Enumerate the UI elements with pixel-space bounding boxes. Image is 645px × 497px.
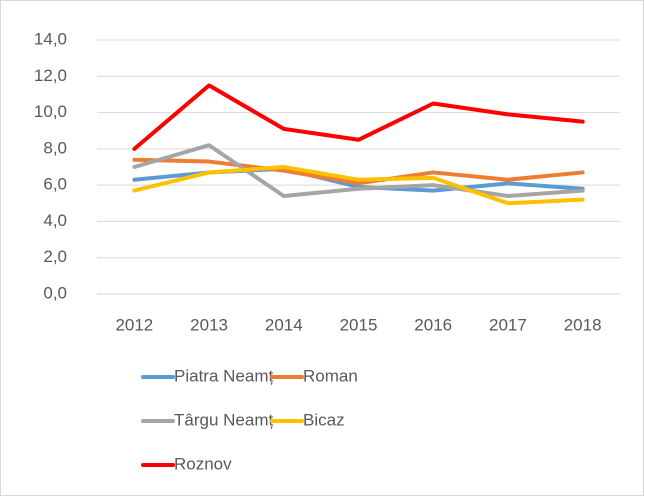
y-tick-label: 4,0 bbox=[43, 211, 67, 230]
series-line bbox=[132, 143, 585, 199]
y-tick-label: 6,0 bbox=[43, 175, 67, 194]
y-tick-label: 14,0 bbox=[34, 29, 67, 48]
x-tick-label: 2013 bbox=[190, 315, 228, 334]
y-tick-label: 0,0 bbox=[43, 283, 67, 302]
x-tick-label: 2018 bbox=[564, 315, 602, 334]
y-tick-label: 12,0 bbox=[34, 66, 67, 85]
legend-label: Bicaz bbox=[303, 410, 345, 429]
x-tick-label: 2016 bbox=[414, 315, 452, 334]
legend-label: Roznov bbox=[174, 454, 232, 473]
y-tick-label: 8,0 bbox=[43, 138, 67, 157]
y-tick-label: 2,0 bbox=[43, 247, 67, 266]
series-line bbox=[132, 165, 585, 206]
legend-label: Târgu Neamț bbox=[174, 410, 273, 429]
y-tick-label: 10,0 bbox=[34, 102, 67, 121]
legend-label: Roman bbox=[303, 366, 358, 385]
x-tick-label: 2015 bbox=[340, 315, 378, 334]
series-line bbox=[132, 157, 585, 186]
legend-label: Piatra Neamț bbox=[174, 366, 273, 385]
series-line bbox=[132, 83, 585, 151]
x-tick-label: 2014 bbox=[265, 315, 303, 334]
x-tick-label: 2017 bbox=[489, 315, 527, 334]
x-tick-label: 2012 bbox=[115, 315, 153, 334]
